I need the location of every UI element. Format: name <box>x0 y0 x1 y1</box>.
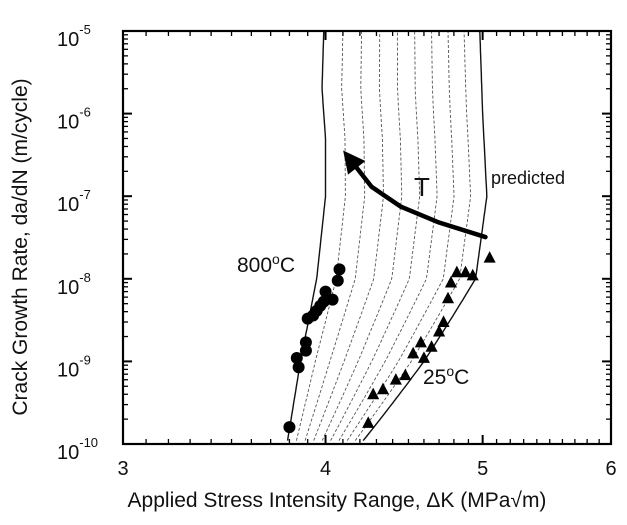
x-tick-label: 6 <box>605 458 616 480</box>
point-25c <box>367 387 380 400</box>
y-tick-label: 10-10 <box>57 435 98 464</box>
predicted-curve <box>330 31 421 441</box>
x-tick-label: 4 <box>320 458 331 480</box>
y-tick-label: 10-8 <box>57 270 91 299</box>
point-25c <box>407 346 420 359</box>
data-points <box>283 251 496 434</box>
temperature-arrow-layer <box>343 150 488 240</box>
plot-area-frame <box>121 29 613 446</box>
series-label-800c: 800oC <box>237 251 295 277</box>
series-label-800c-value: 800 <box>237 254 272 277</box>
predicted-curve <box>295 31 346 441</box>
point-800c <box>326 293 339 306</box>
point-25c <box>417 351 430 363</box>
point-800c <box>319 285 332 298</box>
axis-ticks <box>122 30 612 445</box>
y-tick-base: 10 <box>57 359 79 381</box>
y-tick-exponent: -5 <box>79 22 91 37</box>
series-label-25c-degree: o <box>446 363 454 379</box>
y-tick-exponent: -7 <box>79 187 91 202</box>
y-tick-base: 10 <box>57 112 79 134</box>
point-25c <box>450 265 463 278</box>
x-axis-label: Applied Stress Intensity Range, ΔK (MPa√… <box>128 489 547 512</box>
y-axis-label: Crack Growth Rate, da/dN (m/cycle) <box>9 78 32 415</box>
predicted-curve <box>321 31 403 441</box>
y-tick-label: 10-7 <box>57 187 91 216</box>
point-800c <box>299 336 312 349</box>
predicted-curve <box>304 31 366 441</box>
series-label-25c-unit: C <box>454 366 469 389</box>
temperature-arrow-label: T <box>414 172 430 202</box>
y-tick-label: 10-5 <box>57 22 91 51</box>
point-25c <box>466 268 479 281</box>
y-tick-base: 10 <box>57 194 79 216</box>
point-25c <box>376 382 390 395</box>
series-label-800c-degree: o <box>272 251 280 267</box>
predicted-curve <box>354 31 472 441</box>
point-800c <box>290 351 303 364</box>
temperature-arrow <box>345 154 488 240</box>
point-25c <box>399 368 412 381</box>
point-25c <box>362 416 375 428</box>
point-25c <box>414 335 427 348</box>
point-25c <box>425 340 438 352</box>
x-tick-label: 3 <box>117 458 128 480</box>
point-25c <box>483 251 496 263</box>
predicted-curve <box>313 31 384 441</box>
y-tick-base: 10 <box>57 442 79 464</box>
point-800c <box>331 274 344 287</box>
point-800c <box>283 421 296 434</box>
series-label-800c-unit: C <box>280 254 295 277</box>
predicted-boundary-curve <box>286 31 327 441</box>
predicted-curve <box>346 31 455 441</box>
series-label-25c: 25oC <box>423 363 469 389</box>
point-25c <box>433 324 446 337</box>
y-tick-exponent: -6 <box>79 105 91 120</box>
point-800c <box>299 344 312 357</box>
point-25c <box>444 275 458 288</box>
y-tick-label: 10-9 <box>57 352 91 381</box>
point-800c <box>292 361 305 374</box>
point-25c <box>441 291 455 304</box>
predicted-curve <box>338 31 438 441</box>
point-25c <box>459 265 472 278</box>
y-tick-exponent: -9 <box>79 352 91 367</box>
y-tick-base: 10 <box>57 29 79 51</box>
predicted-label: predicted <box>491 168 565 188</box>
y-tick-exponent: -10 <box>79 435 98 450</box>
y-tick-label: 10-6 <box>57 105 91 134</box>
point-800c <box>333 263 346 276</box>
point-25c <box>437 315 450 327</box>
temperature-arrowhead <box>343 150 366 175</box>
series-label-25c-value: 25 <box>423 366 446 389</box>
y-tick-base: 10 <box>57 277 79 299</box>
x-tick-label: 5 <box>477 458 488 480</box>
y-tick-exponent: -8 <box>79 270 91 285</box>
point-25c <box>389 373 402 385</box>
